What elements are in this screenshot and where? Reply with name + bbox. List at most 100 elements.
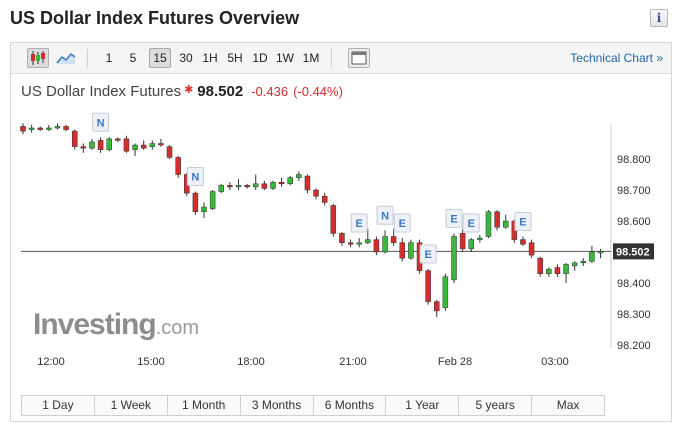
- candle-body: [175, 157, 181, 175]
- y-tick-label: 98.200: [617, 340, 651, 352]
- interval-15-button[interactable]: 15: [149, 48, 171, 68]
- candle-body: [459, 233, 466, 250]
- range-3-months-button[interactable]: 3 Months: [241, 396, 314, 415]
- candle-body: [140, 144, 147, 149]
- candle-body: [270, 182, 276, 189]
- candle-body: [304, 175, 311, 191]
- candle-body: [408, 242, 414, 259]
- realtime-star-icon: ✱: [184, 84, 194, 96]
- candle-body: [537, 257, 543, 274]
- event-marker-e: [350, 213, 368, 233]
- candle-body: [201, 206, 207, 212]
- candle-body: [123, 138, 130, 152]
- event-marker-label: E: [356, 218, 363, 230]
- candle-body: [528, 242, 535, 256]
- last-price-label: 98.502: [616, 246, 650, 258]
- area-chart-button[interactable]: [55, 48, 77, 68]
- range-6-months-button[interactable]: 6 Months: [314, 396, 387, 415]
- candle-body: [28, 127, 35, 130]
- candle-body: [356, 242, 362, 245]
- candle-body: [425, 270, 431, 302]
- range-1-month-button[interactable]: 1 Month: [168, 396, 241, 415]
- candle-body: [589, 251, 595, 262]
- candle-body: [63, 126, 69, 130]
- event-marker-e: [393, 213, 411, 233]
- candle-body: [382, 236, 388, 253]
- event-marker-label: N: [97, 117, 105, 129]
- watermark-suffix: .com: [155, 317, 200, 339]
- candle-body: [89, 141, 95, 149]
- watermark-brand: Investing: [33, 308, 157, 341]
- candle-body: [563, 264, 569, 274]
- candle-body: [399, 242, 406, 259]
- candle-body: [278, 182, 285, 185]
- event-marker-n: [92, 112, 110, 132]
- candle-body: [227, 185, 233, 188]
- candle-body: [149, 143, 156, 147]
- event-marker-label: E: [468, 218, 475, 230]
- candle-body: [442, 276, 449, 309]
- range-1-year-button[interactable]: 1 Year: [386, 396, 460, 415]
- price-chart[interactable]: 98.80098.70098.60098.50098.40098.30098.2…: [11, 43, 671, 393]
- quote-header: US Dollar Index Futures ✱ 98.502 -0.436 (-0.…: [21, 83, 348, 100]
- range-5-years-button[interactable]: 5 years: [459, 396, 533, 415]
- range-1-day-button[interactable]: 1 Day: [22, 396, 95, 415]
- candlestick-chart-button[interactable]: [27, 48, 49, 68]
- x-tick-label: 21:00: [339, 356, 367, 368]
- interval-1-button[interactable]: 1: [105, 51, 113, 65]
- candle-body: [158, 143, 164, 146]
- candle-body: [115, 138, 121, 141]
- candle-body: [468, 239, 474, 250]
- price-change-percent: (-0.44%): [293, 84, 343, 99]
- candle-body: [244, 185, 250, 188]
- y-tick-label: 98.600: [617, 216, 651, 228]
- event-marker-label: N: [191, 172, 199, 184]
- candle-body: [97, 140, 104, 150]
- candle-body: [321, 195, 328, 203]
- area-chart-icon: [56, 52, 76, 64]
- range-1-week-button[interactable]: 1 Week: [95, 396, 168, 415]
- y-tick-label: 98.300: [617, 309, 651, 321]
- fullscreen-button[interactable]: [348, 48, 370, 68]
- technical-chart-link[interactable]: Technical Chart »: [570, 51, 663, 65]
- window-icon: [351, 51, 367, 65]
- candle-body: [434, 301, 440, 312]
- candle-body: [546, 268, 552, 274]
- x-tick-label: Feb 28: [438, 356, 472, 368]
- candle-body: [580, 261, 587, 264]
- event-marker-label: E: [450, 213, 457, 225]
- interval-30-button[interactable]: 30: [179, 51, 193, 65]
- candle-body: [373, 239, 380, 253]
- interval-1m-button[interactable]: 1M: [302, 51, 320, 65]
- candle-body: [485, 211, 492, 237]
- event-marker-label: E: [399, 218, 406, 230]
- interval-1h-button[interactable]: 1H: [202, 51, 218, 65]
- candle-body: [365, 239, 371, 243]
- candle-body: [502, 220, 509, 228]
- candle-body: [192, 192, 199, 212]
- interval-1w-button[interactable]: 1W: [276, 51, 294, 65]
- x-tick-label: 18:00: [237, 356, 265, 368]
- range-max-button[interactable]: Max: [556, 398, 580, 412]
- candle-body: [520, 239, 526, 245]
- x-tick-label: 12:00: [37, 356, 65, 368]
- candle-body: [296, 174, 302, 178]
- page-title: US Dollar Index Futures Overview: [10, 8, 300, 28]
- candle-body: [571, 262, 578, 267]
- chart-toolbar: 1 5 15 30 1H 5H 1D 1W 1M Technical Chart…: [11, 43, 671, 74]
- x-tick-label: 03:00: [541, 356, 569, 368]
- candle-body: [166, 146, 173, 158]
- interval-5-button[interactable]: 5: [129, 51, 137, 65]
- candle-body: [71, 130, 78, 147]
- candle-body: [494, 211, 500, 228]
- candle-body: [330, 205, 337, 234]
- event-marker-n: [186, 167, 204, 187]
- info-icon[interactable]: i: [650, 9, 668, 27]
- candle-body: [554, 267, 561, 274]
- candle-body: [313, 189, 319, 197]
- instrument-name: US Dollar Index Futures: [21, 83, 182, 100]
- y-tick-label: 98.700: [617, 185, 651, 197]
- interval-5h-button[interactable]: 5H: [227, 51, 243, 65]
- event-marker-e: [514, 212, 532, 231]
- interval-1d-button[interactable]: 1D: [252, 51, 268, 65]
